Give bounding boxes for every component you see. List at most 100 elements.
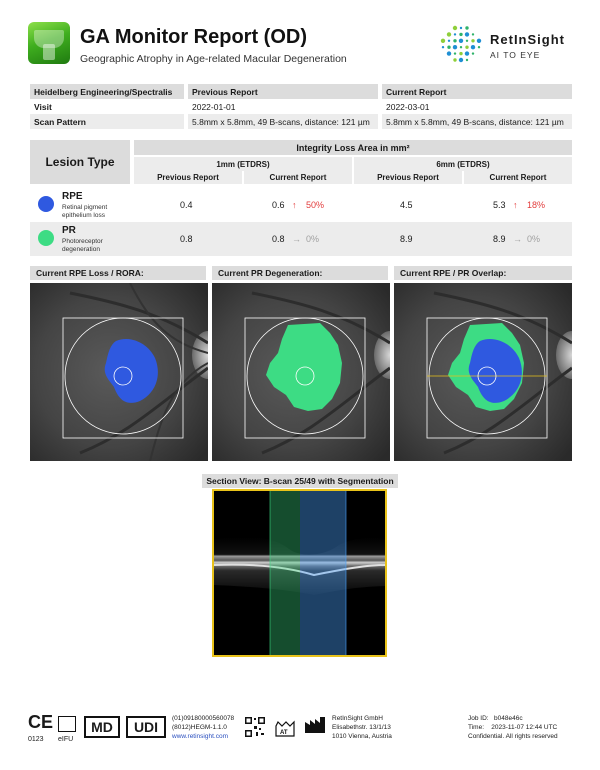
pr-change-1mm: 0% xyxy=(306,234,320,244)
rpe-color-dot xyxy=(38,196,54,212)
logo-dot xyxy=(452,45,458,50)
rpe-prev-6mm: 4.5 xyxy=(400,200,413,210)
eifu-label: eIFU xyxy=(58,736,74,743)
previous-visit-date: 2022-01-01 xyxy=(188,99,378,114)
logo-dot xyxy=(453,58,457,62)
pr-prev-6mm: 8.9 xyxy=(400,234,413,244)
udi-badge: UDI xyxy=(126,716,166,738)
udi-line2: (8012)HEGM-1.1.0 xyxy=(172,724,227,731)
logo-dot xyxy=(459,51,463,56)
rpe-change-6mm-arrow-icon: ↑ xyxy=(513,200,518,210)
manufacturer-name: RetInSight GmbH xyxy=(332,715,383,722)
logo-dot xyxy=(453,52,457,55)
logo-dot xyxy=(471,33,475,36)
logo-dot xyxy=(471,52,475,55)
lesion-table: Lesion Type Integrity Loss Area in mm² 1… xyxy=(30,140,572,256)
manufacturer-street: Elisabethstr. 13/1/13 xyxy=(332,724,391,731)
section-view-label: Section View: B-scan 25/49 with Segmenta… xyxy=(202,474,398,488)
ga-monitor-logo xyxy=(28,22,70,64)
pr-prev-1mm: 0.8 xyxy=(180,234,193,244)
rpe-curr-1mm: 0.6 xyxy=(272,200,285,210)
previous-report-header: Previous Report xyxy=(188,84,378,99)
logo-dot xyxy=(459,32,463,37)
rpe-panel-label: Current RPE Loss / RORA: xyxy=(30,266,206,280)
logo-dot xyxy=(453,33,457,36)
manufacturer-city: 1010 Vienna, Austria xyxy=(332,733,392,740)
ce-mark: CE xyxy=(28,712,54,732)
pr-change-1mm-arrow-icon: → xyxy=(292,234,301,244)
at-label: AT xyxy=(280,730,288,736)
group-1mm-header: 1mm (ETDRS) xyxy=(134,157,352,171)
rpe-change-1mm-arrow-icon: ↑ xyxy=(292,200,297,210)
pr-change-6mm: 0% xyxy=(527,234,541,244)
logo-dot xyxy=(447,45,451,49)
pr-curr-6mm: 8.9 xyxy=(493,234,506,244)
lesion-description: Photoreceptor degeneration xyxy=(62,238,103,253)
logo-dot xyxy=(453,39,457,43)
group-6mm-header: 6mm (ETDRS) xyxy=(354,157,572,171)
report-subtitle: Geographic Atrophy in Age-related Macula… xyxy=(80,53,347,65)
logo-dot xyxy=(476,38,482,43)
lesion-description: Retinal pigment epithelium loss xyxy=(62,204,108,219)
job-time: Time: 2023-11-07 12:44 UTC xyxy=(468,724,558,731)
logo-dot xyxy=(458,57,464,63)
logo-dot xyxy=(459,46,463,49)
device-name: Heidelberg Engineering/Spectralis xyxy=(30,84,184,99)
logo-dot xyxy=(471,39,475,43)
scan-pattern-label: Scan Pattern xyxy=(30,114,184,129)
pr-color-dot xyxy=(38,230,54,246)
curr-1mm-header: Current Report xyxy=(244,171,352,184)
logo-dot xyxy=(465,39,469,42)
pr-panel-label: Current PR Degeneration: xyxy=(212,266,388,280)
rights-notice: Confidential. All rights reserved xyxy=(468,733,558,740)
lesion-row-pr: PR Photoreceptor degeneration 0.8 0.8 → … xyxy=(30,222,572,256)
logo-dot xyxy=(477,46,481,49)
report-title: GA Monitor Report (OD) xyxy=(80,26,308,48)
logo-dot xyxy=(459,26,463,30)
logo-dot xyxy=(452,25,458,31)
brand-name: RetInSight xyxy=(490,32,565,47)
current-scan-pattern: 5.8mm x 5.8mm, 49 B-scans, distance: 121… xyxy=(382,114,572,129)
rpe-change-6mm: 18% xyxy=(527,200,546,210)
prev-6mm-header: Previous Report xyxy=(354,171,462,184)
rpe-pr-overlap-fundus-image xyxy=(394,283,572,461)
logo-dot xyxy=(465,45,469,49)
integrity-loss-header: Integrity Loss Area in mm² xyxy=(134,140,572,155)
current-visit-date: 2022-03-01 xyxy=(382,99,572,114)
lesion-type-header: Lesion Type xyxy=(30,140,130,184)
pr-curr-1mm: 0.8 xyxy=(272,234,285,244)
current-report-header: Current Report xyxy=(382,84,572,99)
udi-line1: (01)09180000560078 xyxy=(172,715,235,722)
logo-dot xyxy=(440,38,446,43)
website-link[interactable]: www.retinsight.com xyxy=(172,733,228,740)
manufacturer-address: RetInSight GmbH Elisabethstr. 13/1/13 10… xyxy=(332,714,392,741)
overlap-panel-label: Current RPE / PR Overlap: xyxy=(394,266,572,280)
rpe-loss-fundus-image xyxy=(30,283,208,461)
logo-dot xyxy=(446,32,452,37)
rpe-change-1mm: 50% xyxy=(306,200,325,210)
logo-dot xyxy=(464,51,470,56)
job-info: Job ID: b048e46c Time: 2023-11-07 12:44 … xyxy=(468,714,558,741)
visit-info-table: Heidelberg Engineering/Spectralis Previo… xyxy=(30,84,572,129)
eifu-book-icon xyxy=(58,716,76,732)
manufacturer-icon xyxy=(305,717,325,733)
logo-dot xyxy=(446,51,452,56)
logo-dot xyxy=(447,39,451,42)
footer: CE 0123 eIFU MD UDI (01)09180000560078 (… xyxy=(28,712,578,752)
ce-number: 0123 xyxy=(28,736,44,743)
job-id: Job ID: b048e46c xyxy=(468,715,523,722)
previous-scan-pattern: 5.8mm x 5.8mm, 49 B-scans, distance: 121… xyxy=(188,114,378,129)
lesion-row-rpe: RPE Retinal pigment epithelium loss 0.4 … xyxy=(30,188,572,222)
rpe-curr-6mm: 5.3 xyxy=(493,200,506,210)
retinsight-logo-icon xyxy=(440,25,482,63)
lesion-name: RPE xyxy=(62,191,83,202)
brand-tagline: AI TO EYE xyxy=(490,50,541,60)
bscan-section-image xyxy=(212,489,387,657)
rpe-prev-1mm: 0.4 xyxy=(180,200,193,210)
udi-text: (01)09180000560078 (8012)HEGM-1.1.0 www.… xyxy=(172,714,234,741)
md-badge: MD xyxy=(84,716,120,738)
logo-dot xyxy=(465,58,469,62)
pr-change-6mm-arrow-icon: → xyxy=(513,234,522,244)
pr-degeneration-fundus-image xyxy=(212,283,390,461)
qr-code-icon xyxy=(244,716,266,738)
